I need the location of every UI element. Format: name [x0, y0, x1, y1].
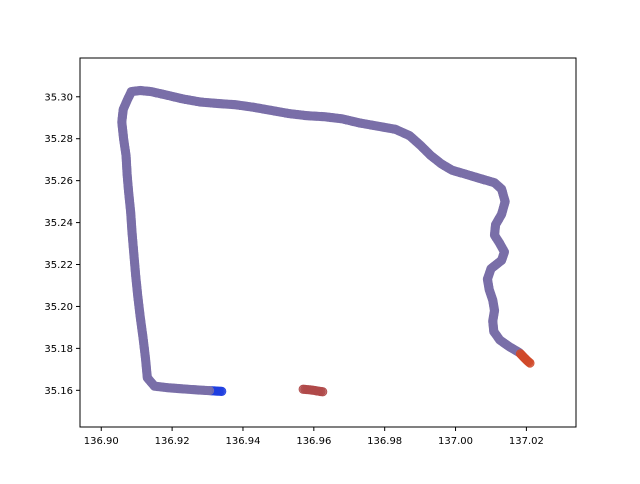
x-tick-label: 136.96 [296, 436, 331, 447]
points-layer [117, 85, 535, 397]
plot-frame [79, 57, 577, 428]
y-tick-label: 35.26 [44, 176, 73, 187]
x-tick-label: 137.00 [438, 436, 473, 447]
x-tick-label: 137.02 [509, 436, 544, 447]
y-tick-label: 35.16 [44, 386, 73, 397]
x-tick-label: 136.92 [155, 436, 190, 447]
y-tick-label: 35.22 [44, 260, 73, 271]
x-tick-label: 136.94 [225, 436, 260, 447]
y-tick-label: 35.30 [44, 92, 73, 103]
data-point [525, 358, 535, 368]
x-axis: 136.90 136.92 136.94 136.96 136.98 137.00 137.… [84, 427, 544, 447]
data-point [318, 387, 328, 397]
x-tick-label: 136.98 [367, 436, 402, 447]
x-tick-label: 136.90 [84, 436, 119, 447]
y-tick-label: 35.28 [44, 134, 73, 145]
y-tick-label: 35.24 [44, 218, 73, 229]
y-tick-label: 35.18 [44, 344, 73, 355]
y-axis: 35.16 35.18 35.20 35.22 35.24 35.26 35.28 35.30 [44, 92, 80, 397]
y-tick-label: 35.20 [44, 302, 73, 313]
